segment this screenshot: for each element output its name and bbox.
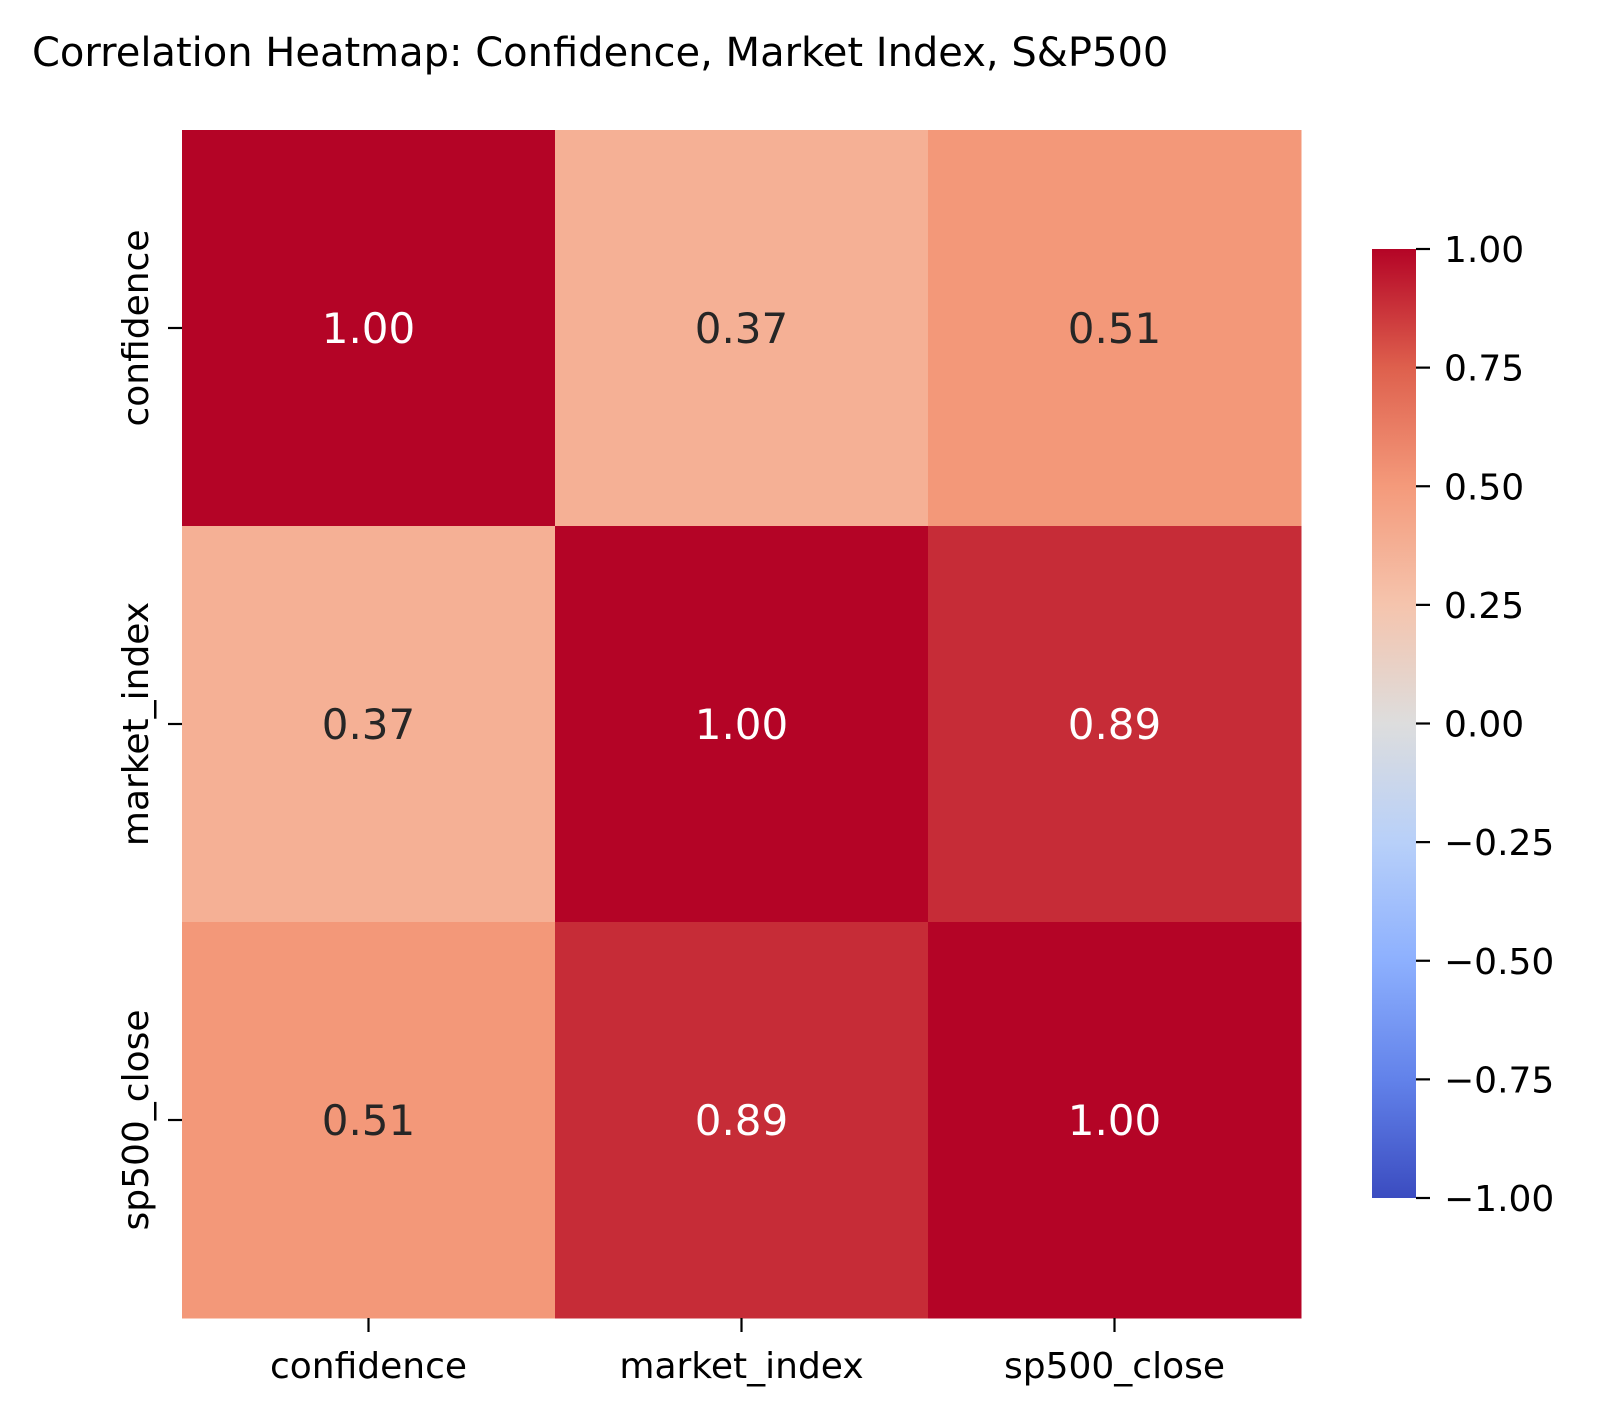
x-axis: confidence market_index sp500_close [270,1318,1225,1387]
colorbar-tick-label: −0.75 [1444,1060,1554,1101]
colorbar-tick-label: −0.25 [1444,823,1554,864]
cell-value-label: 0.51 [1068,304,1162,353]
heatmap-cell-confidence-market-index [555,130,929,527]
x-tick-label-sp500-close: sp500_close [1004,1346,1225,1387]
colorbar-tick-label: 0.50 [1444,467,1524,508]
colorbar-tick-label: −0.50 [1444,942,1554,983]
heatmap-cell-confidence-sp500-close [928,130,1302,527]
y-axis: confidence market_index sp500_close [116,229,182,1231]
cell-value-label: 0.37 [695,304,789,353]
chart-title: Correlation Heatmap: Confidence, Market … [32,30,1168,76]
colorbar-tick-label: 0.25 [1444,586,1524,627]
heatmap-cells [182,130,1302,1319]
heatmap-annotations: 1.00 0.37 0.51 0.37 1.00 0.89 0.51 0.89 1.00 [322,304,1162,1145]
cell-value-label: 0.51 [322,1096,416,1145]
colorbar-gradient [1372,249,1416,1198]
y-tick-label-sp500-close: sp500_close [116,1009,157,1230]
heatmap-cell-market-index-market-index [555,526,929,923]
colorbar-tick-label: 0.00 [1444,705,1524,746]
heatmap-cell-sp500-close-market-index [555,922,929,1319]
colorbar-tick-label: −1.00 [1444,1179,1554,1220]
x-tick-label-confidence: confidence [270,1346,467,1387]
heatmap-cell-confidence-confidence [182,130,556,527]
y-tick-label-confidence: confidence [116,229,157,426]
heatmap-cell-sp500-close-sp500-close [928,922,1302,1319]
cell-value-label: 1.00 [322,304,416,353]
cell-value-label: 0.89 [695,1096,789,1145]
cell-value-label: 0.89 [1068,700,1162,749]
heatmap-cell-market-index-sp500-close [928,526,1302,923]
colorbar: 1.00 0.75 0.50 0.25 0.00 −0.25 −0.50 −0.75 −1.00 [1372,230,1554,1220]
x-tick-label-market-index: market_index [619,1346,863,1387]
colorbar-tick-label: 0.75 [1444,349,1524,390]
colorbar-tick-label: 1.00 [1444,230,1524,271]
cell-value-label: 0.37 [322,700,416,749]
heatmap-cell-sp500-close-confidence [182,922,556,1319]
y-tick-label-market-index: market_index [116,602,157,846]
cell-value-label: 1.00 [695,700,789,749]
heatmap-cell-market-index-confidence [182,526,556,923]
cell-value-label: 1.00 [1068,1096,1162,1145]
